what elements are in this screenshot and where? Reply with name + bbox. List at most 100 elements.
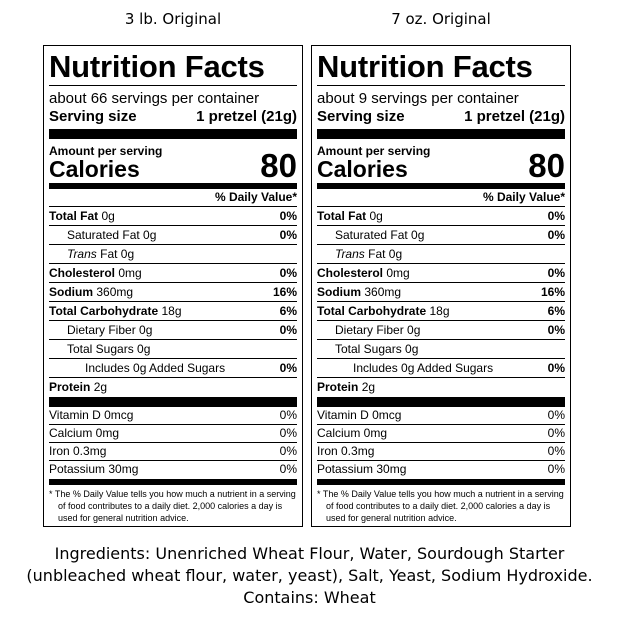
nutrient-pct: 0% xyxy=(547,361,565,375)
nutrient-pct: 0% xyxy=(547,444,565,458)
nutrient-amount: 2g xyxy=(93,380,108,394)
nutrient-pct: 0% xyxy=(279,462,297,476)
nutrient-pct: 0% xyxy=(279,228,297,242)
thick-divider xyxy=(317,129,565,139)
label-heading-7oz: 7 oz. Original xyxy=(391,10,491,28)
nutrient-name: Saturated Fat 0g xyxy=(335,228,425,242)
nutrient-pct: 0% xyxy=(547,462,565,476)
nutrient-pct: 16% xyxy=(540,285,565,299)
saturated-fat-row: Saturated Fat 0g 0% xyxy=(317,226,565,245)
servings-per-container: about 66 servings per container xyxy=(49,90,260,107)
nutrition-facts-title: Nutrition Facts xyxy=(317,50,565,86)
calcium-row: Calcium 0mg 0% xyxy=(317,425,565,443)
protein-row: Protein 2g xyxy=(49,378,297,397)
nutrient-pct: 0% xyxy=(547,228,565,242)
calories-label: Calories xyxy=(317,156,408,182)
trans-fat-row: Trans Fat 0g xyxy=(49,245,297,264)
nutrient-pct: 0% xyxy=(279,361,297,375)
nutrient-amount: 360mg xyxy=(364,285,402,299)
nutrient-name: Cholesterol xyxy=(317,266,384,280)
calories-row: Calories 80 xyxy=(49,149,297,182)
nutrient-name: Total Carbohydrate xyxy=(49,304,159,318)
nutrient-name: Iron 0.3mg xyxy=(49,444,107,458)
nutrition-facts-title: Nutrition Facts xyxy=(49,50,297,86)
nutrient-name: Fat 0g xyxy=(96,247,135,261)
ingredients-block: Ingredients: Unenriched Wheat Flour, Wat… xyxy=(0,543,619,609)
nutrient-amount: 0mg xyxy=(386,266,410,280)
nutrient-name: Vitamin D 0mcg xyxy=(317,408,402,422)
sodium-row: Sodium 360mg 16% xyxy=(317,283,565,302)
potassium-row: Potassium 30mg 0% xyxy=(317,461,565,479)
label-heading-3lb: 3 lb. Original xyxy=(124,10,222,28)
total-fat-row: Total Fat 0g 0% xyxy=(49,207,297,226)
nutrient-pct: 0% xyxy=(547,266,565,280)
serving-size-row: Serving size 1 pretzel (21g) xyxy=(49,108,297,126)
nutrient-name: Sodium xyxy=(317,285,361,299)
daily-value-footnote: * The % Daily Value tells you how much a… xyxy=(317,489,564,523)
total-carb-row: Total Carbohydrate 18g 6% xyxy=(317,302,565,321)
ingredients-line-2: (unbleached wheat flour, water, yeast), … xyxy=(26,566,593,585)
nutrient-amount: 360mg xyxy=(96,285,134,299)
nutrient-name-italic: Trans xyxy=(67,247,97,261)
nutrient-name: Includes 0g Added Sugars xyxy=(353,361,494,375)
vitamin-d-row: Vitamin D 0mcg 0% xyxy=(49,407,297,425)
medium-divider xyxy=(317,183,565,189)
iron-row: Iron 0.3mg 0% xyxy=(49,443,297,461)
nutrient-pct: 0% xyxy=(279,444,297,458)
nutrient-pct: 0% xyxy=(279,426,297,440)
nutrient-pct: 0% xyxy=(547,323,565,337)
daily-value-header: % Daily Value* xyxy=(49,189,297,207)
amount-per-serving: Amount per serving xyxy=(317,144,431,158)
nutrient-amount: 0g xyxy=(369,209,383,223)
iron-row: Iron 0.3mg 0% xyxy=(317,443,565,461)
total-fat-row: Total Fat 0g 0% xyxy=(317,207,565,226)
nutrition-label-7oz: Nutrition Facts about 9 servings per con… xyxy=(311,45,571,527)
calories-value: 80 xyxy=(260,147,297,184)
nutrient-name: Total Carbohydrate xyxy=(317,304,427,318)
cholesterol-row: Cholesterol 0mg 0% xyxy=(317,264,565,283)
ingredients-line-1: Ingredients: Unenriched Wheat Flour, Wat… xyxy=(54,544,565,563)
thick-divider xyxy=(49,129,297,139)
saturated-fat-row: Saturated Fat 0g 0% xyxy=(49,226,297,245)
nutrient-name: Includes 0g Added Sugars xyxy=(85,361,226,375)
servings-per-container: about 9 servings per container xyxy=(317,90,519,107)
contains-statement: Contains: Wheat xyxy=(243,588,376,607)
medium-divider xyxy=(49,183,297,189)
protein-row: Protein 2g xyxy=(317,378,565,397)
serving-size-value: 1 pretzel (21g) xyxy=(464,108,565,125)
amount-per-serving: Amount per serving xyxy=(49,144,163,158)
daily-value-header: % Daily Value* xyxy=(317,189,565,207)
nutrient-pct: 0% xyxy=(279,408,297,422)
nutrient-pct: 6% xyxy=(547,304,565,318)
nutrient-name: Calcium 0mg xyxy=(317,426,388,440)
nutrient-pct: 0% xyxy=(547,426,565,440)
footer-divider xyxy=(49,479,297,485)
sodium-row: Sodium 360mg 16% xyxy=(49,283,297,302)
cholesterol-row: Cholesterol 0mg 0% xyxy=(49,264,297,283)
sugars-row: Total Sugars 0g xyxy=(49,340,297,359)
calories-label: Calories xyxy=(49,156,140,182)
nutrient-name: Dietary Fiber 0g xyxy=(67,323,153,337)
thick-divider xyxy=(317,397,565,407)
nutrient-name: Total Fat xyxy=(317,209,367,223)
nutrient-amount: 0mg xyxy=(118,266,142,280)
vitamin-d-row: Vitamin D 0mcg 0% xyxy=(317,407,565,425)
nutrient-pct: 0% xyxy=(279,209,297,223)
nutrient-name: Saturated Fat 0g xyxy=(67,228,157,242)
fiber-row: Dietary Fiber 0g 0% xyxy=(49,321,297,340)
nutrient-name-italic: Trans xyxy=(335,247,365,261)
nutrient-pct: 0% xyxy=(547,408,565,422)
nutrient-name: Iron 0.3mg xyxy=(317,444,375,458)
nutrition-label-3lb: Nutrition Facts about 66 servings per co… xyxy=(43,45,303,527)
nutrient-name: Total Sugars 0g xyxy=(335,342,419,356)
potassium-row: Potassium 30mg 0% xyxy=(49,461,297,479)
nutrient-amount: 0g xyxy=(101,209,115,223)
nutrient-name: Protein xyxy=(317,380,359,394)
nutrient-name: Potassium 30mg xyxy=(49,462,139,476)
nutrient-amount: 18g xyxy=(429,304,450,318)
thick-divider xyxy=(49,397,297,407)
calories-row: Calories 80 xyxy=(317,149,565,182)
calcium-row: Calcium 0mg 0% xyxy=(49,425,297,443)
added-sugars-row: Includes 0g Added Sugars 0% xyxy=(49,359,297,378)
fiber-row: Dietary Fiber 0g 0% xyxy=(317,321,565,340)
